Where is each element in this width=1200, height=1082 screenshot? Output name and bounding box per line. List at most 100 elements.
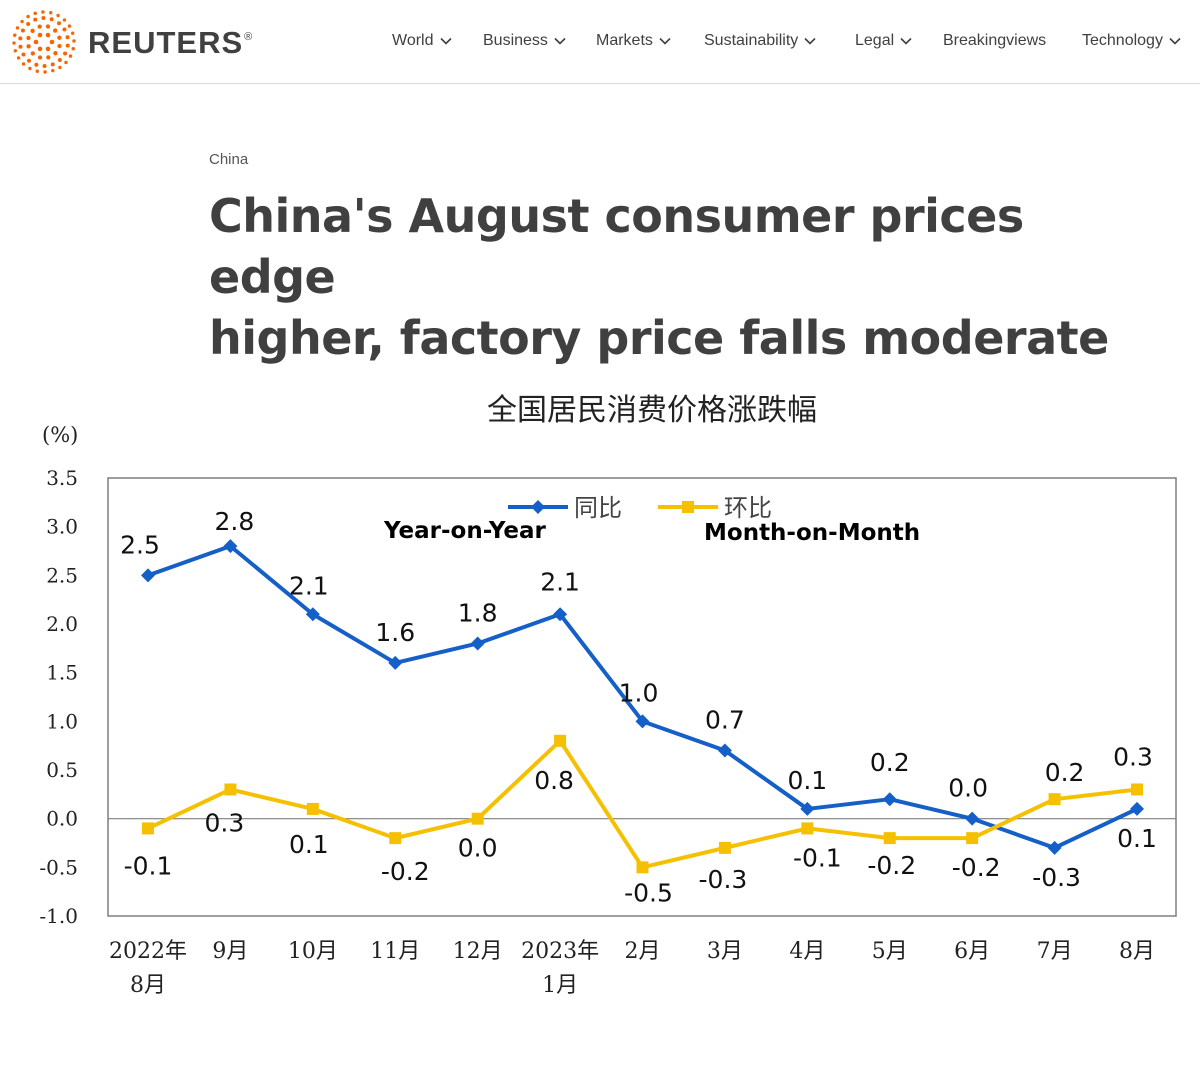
x-tick-label: 10月 xyxy=(288,939,338,964)
data-point-yoy xyxy=(717,743,732,758)
logo-dot xyxy=(68,54,73,58)
plot-frame xyxy=(107,477,1177,917)
x-tick-label: 8月 xyxy=(1119,939,1155,964)
logo-dot xyxy=(37,24,42,29)
data-label-mom: 0.0 xyxy=(458,834,498,863)
logo-dot xyxy=(13,33,17,37)
x-tick-label: 11月 xyxy=(370,939,420,964)
data-point-mom xyxy=(883,832,896,845)
y-tick-label: 3.0 xyxy=(46,515,78,539)
data-point-mom xyxy=(306,802,319,815)
logo-dot xyxy=(33,11,37,16)
data-label-mom: 0.2 xyxy=(1045,758,1085,787)
nav-markets[interactable]: Markets xyxy=(596,32,671,50)
legend-marker-yoy xyxy=(531,500,545,514)
data-label-mom: -0.2 xyxy=(381,857,430,886)
logo-dot xyxy=(51,68,55,73)
chevron-down-icon xyxy=(1169,37,1181,45)
logo-dot xyxy=(18,36,23,41)
data-label-mom: 0.3 xyxy=(1113,742,1153,771)
logo-dot xyxy=(45,24,51,29)
logo-dot xyxy=(67,24,72,28)
y-tick-label: 0.5 xyxy=(46,758,78,782)
logo-dot xyxy=(20,19,24,24)
data-label-mom: -0.1 xyxy=(793,843,842,872)
english-label-mom: Month-on-Month xyxy=(704,520,920,546)
x-tick-label: 7月 xyxy=(1037,939,1073,964)
logo-dot xyxy=(15,26,20,30)
logo-dot xyxy=(26,14,30,19)
chevron-down-icon xyxy=(439,37,452,45)
data-label-yoy: -0.3 xyxy=(1032,863,1081,892)
y-tick-label: -1.0 xyxy=(39,904,78,928)
data-point-mom xyxy=(554,734,567,747)
y-unit-label: (%) xyxy=(42,423,78,447)
data-point-mom xyxy=(966,832,979,845)
logo-dot xyxy=(62,18,67,22)
data-label-mom: -0.1 xyxy=(124,851,173,880)
x-tick-label: 2022年 xyxy=(109,939,187,964)
logo-dot xyxy=(20,28,25,33)
chevron-down-icon xyxy=(900,37,912,45)
data-point-mom xyxy=(801,822,814,835)
logo-dot xyxy=(65,43,70,48)
data-point-mom xyxy=(142,822,154,835)
y-tick-label: 2.0 xyxy=(46,612,78,636)
data-label-yoy: 0.0 xyxy=(948,774,988,803)
data-label-mom: -0.3 xyxy=(699,865,748,894)
logo-dot xyxy=(27,58,32,63)
logo-dot xyxy=(49,39,55,45)
y-tick-label: -0.5 xyxy=(39,855,78,879)
x-tick-label: 9月 xyxy=(212,939,248,964)
logo-dot xyxy=(63,51,68,56)
data-label-yoy: 1.6 xyxy=(375,618,415,647)
logo-dot xyxy=(41,16,46,21)
logo-dot xyxy=(50,62,55,67)
data-point-yoy xyxy=(882,792,897,807)
data-label-mom: 0.3 xyxy=(205,808,245,837)
logo-dot xyxy=(16,56,21,60)
data-point-yoy xyxy=(223,539,238,554)
nav-technology[interactable]: Technology xyxy=(1082,32,1181,50)
y-tick-label: 2.5 xyxy=(46,563,78,587)
nav-technology-label: Technology xyxy=(1082,32,1163,49)
nav-business[interactable]: Business xyxy=(483,32,566,50)
logo-dot xyxy=(58,65,62,70)
logo-dot xyxy=(57,35,62,40)
nav-sustainability-label: Sustainability xyxy=(704,32,799,49)
data-point-yoy xyxy=(800,801,815,816)
data-label-yoy: 1.0 xyxy=(619,678,659,707)
nav-breakingviews-label: Breakingviews xyxy=(943,32,1047,49)
headline: China's August consumer prices edge high… xyxy=(209,186,1109,369)
logo-dot xyxy=(56,13,60,18)
logo-dot xyxy=(12,41,16,45)
data-label-yoy: 2.5 xyxy=(120,530,160,559)
section-kicker[interactable]: China xyxy=(209,151,249,168)
logo-dot xyxy=(34,62,39,67)
data-label-yoy: 2.1 xyxy=(289,571,329,600)
chevron-down-icon xyxy=(659,37,671,45)
nav-legal[interactable]: Legal xyxy=(855,32,912,50)
logo-dot xyxy=(70,31,75,35)
nav-sustainability[interactable]: Sustainability xyxy=(704,32,816,50)
x-tick-label: 12月 xyxy=(453,939,503,964)
data-label-mom: -0.2 xyxy=(867,851,916,880)
data-label-yoy: 0.2 xyxy=(870,748,910,777)
chart-title: 全国居民消费价格涨跌幅 xyxy=(487,393,817,428)
data-label-mom: 0.1 xyxy=(289,830,329,859)
reuters-logo[interactable]: REUTERS® xyxy=(12,10,253,74)
legend-marker-mom xyxy=(682,501,694,513)
logo-dot xyxy=(26,44,31,49)
data-point-yoy xyxy=(305,607,320,622)
y-tick-label: 1.0 xyxy=(46,709,78,733)
x-tick-label: 2023年 xyxy=(521,939,599,964)
logo-dot xyxy=(21,62,26,66)
data-label-yoy: 2.1 xyxy=(540,567,580,596)
nav-world[interactable]: World xyxy=(392,32,452,50)
logo-dot xyxy=(57,43,62,49)
chevron-down-icon xyxy=(804,37,816,45)
nav-breakingviews[interactable]: Breakingviews xyxy=(943,32,1046,50)
data-label-mom: -0.5 xyxy=(624,878,673,907)
headline-line-1: China's August consumer prices edge xyxy=(209,189,1024,304)
data-point-mom xyxy=(1131,783,1143,796)
